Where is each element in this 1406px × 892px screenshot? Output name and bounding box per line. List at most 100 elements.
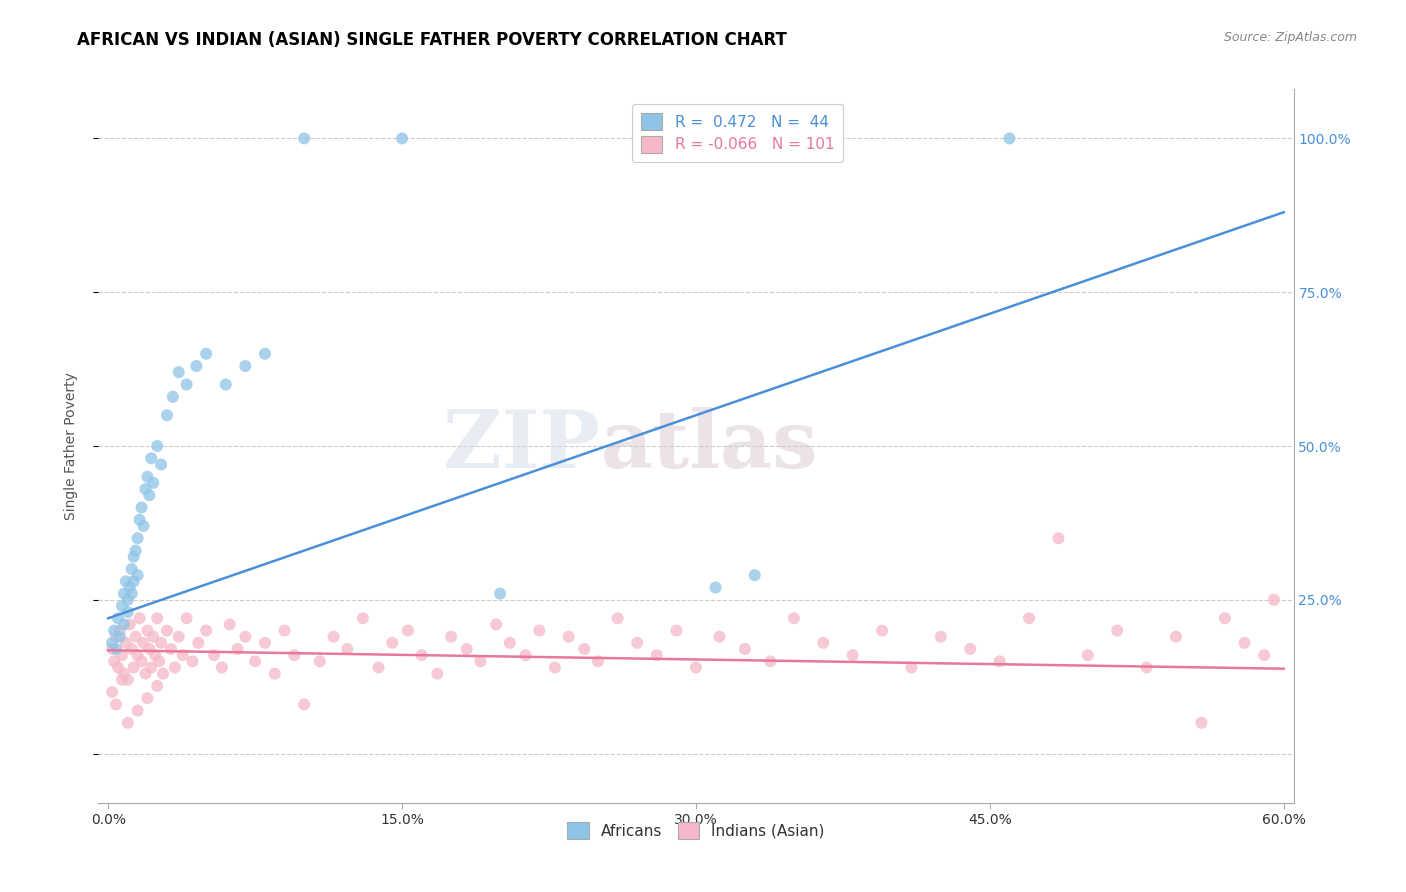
Point [107,611,129,625]
Point [112,617,135,632]
Point [117,592,139,607]
Point [235,359,257,373]
Point [218,617,240,632]
Point [544,660,567,674]
Point [367,660,389,674]
Point [709,630,731,644]
Point [162,390,184,404]
Point [107,660,129,674]
Point [134,482,156,496]
Point [128,611,150,625]
Point [574,642,596,657]
Y-axis label: Single Father Poverty: Single Father Poverty [63,372,77,520]
Point [117,715,139,730]
Point [108,624,131,638]
Point [142,475,165,490]
Point [283,648,305,662]
Point [381,636,404,650]
Point [112,666,135,681]
Point [470,654,492,668]
Point [176,611,198,625]
Point [292,698,315,712]
Point [122,574,145,589]
Point [160,642,183,657]
Point [124,630,146,644]
Point [156,624,179,638]
Point [870,624,893,638]
Point [117,673,139,687]
Point [243,654,266,668]
Point [141,451,163,466]
Point [127,704,149,718]
Point [152,666,174,681]
Point [391,131,413,145]
Point [156,409,179,423]
Point [1018,611,1040,625]
Point [103,654,125,668]
Point [122,660,145,674]
Point [988,654,1011,668]
Point [127,531,149,545]
Point [485,617,508,632]
Point [1135,660,1157,674]
Point [131,654,153,668]
Point [211,660,233,674]
Point [557,630,579,644]
Point [396,624,419,638]
Point [704,581,727,595]
Point [131,500,153,515]
Point [112,587,135,601]
Point [138,488,160,502]
Point [187,636,209,650]
Point [426,666,449,681]
Text: atlas: atlas [600,407,818,485]
Point [195,347,218,361]
Point [167,630,190,644]
Point [186,359,208,373]
Point [626,636,648,650]
Point [998,131,1021,145]
Point [1191,715,1213,730]
Point [111,648,134,662]
Point [108,630,131,644]
Point [101,636,124,650]
Legend: Africans, Indians (Asian): Africans, Indians (Asian) [561,816,831,845]
Point [103,624,125,638]
Point [586,654,609,668]
Point [117,605,139,619]
Point [1233,636,1256,650]
Point [253,347,276,361]
Point [783,611,806,625]
Point [308,654,330,668]
Point [1107,624,1129,638]
Text: Source: ZipAtlas.com: Source: ZipAtlas.com [1223,31,1357,45]
Point [132,519,155,533]
Point [105,642,128,657]
Point [136,469,159,483]
Point [101,685,124,699]
Point [118,581,141,595]
Point [105,698,128,712]
Point [606,611,628,625]
Point [101,642,124,657]
Text: ZIP: ZIP [443,407,600,485]
Point [900,660,922,674]
Point [1213,611,1236,625]
Point [146,439,169,453]
Point [121,562,143,576]
Point [489,587,512,601]
Point [841,648,863,662]
Point [143,648,166,662]
Point [121,642,143,657]
Point [440,630,463,644]
Point [105,630,128,644]
Text: AFRICAN VS INDIAN (ASIAN) SINGLE FATHER POVERTY CORRELATION CHART: AFRICAN VS INDIAN (ASIAN) SINGLE FATHER … [77,31,787,49]
Point [115,574,138,589]
Point [115,636,138,650]
Point [124,543,146,558]
Point [118,617,141,632]
Point [1253,648,1275,662]
Point [515,648,537,662]
Point [176,377,198,392]
Point [744,568,766,582]
